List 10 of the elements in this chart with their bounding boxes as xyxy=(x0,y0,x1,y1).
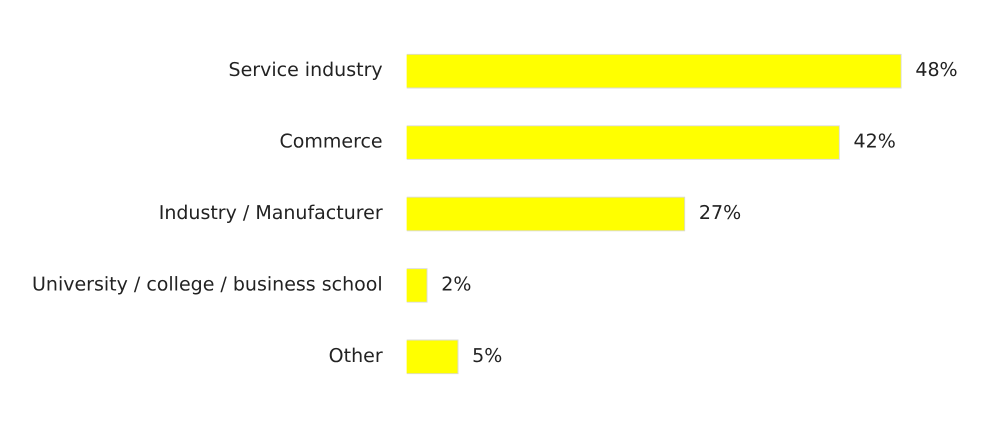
data-label: 48% xyxy=(915,59,958,82)
data-label: 27% xyxy=(698,202,742,224)
y-tick-label: University / college / business school xyxy=(32,273,383,296)
y-tick-label: Other xyxy=(328,344,383,367)
data-label: 5% xyxy=(472,344,502,367)
y-tick-label: Commerce xyxy=(279,130,383,152)
data-label: 42% xyxy=(854,130,896,152)
y-tick-label: Industry / Manufacturer xyxy=(158,202,383,224)
data-label: 2% xyxy=(441,273,472,296)
y-tick-label: Service industry xyxy=(228,59,383,82)
